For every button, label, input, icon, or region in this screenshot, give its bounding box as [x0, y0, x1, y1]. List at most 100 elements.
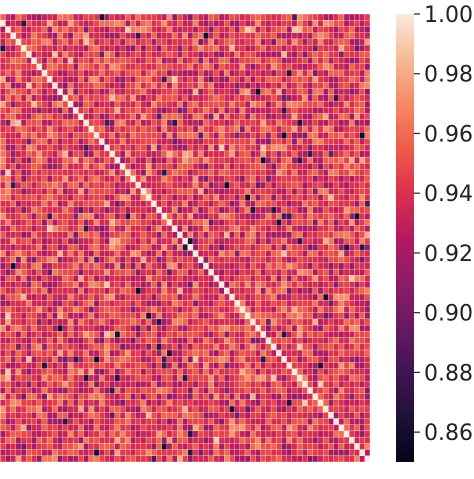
heatmap-cell — [105, 126, 110, 132]
heatmap-cell — [245, 76, 250, 82]
heatmap-cell — [136, 282, 141, 288]
heatmap-cell — [209, 363, 214, 369]
heatmap-cell — [360, 375, 365, 381]
heatmap-cell — [204, 157, 209, 163]
heatmap-cell — [99, 356, 104, 362]
heatmap-cell — [339, 431, 344, 437]
heatmap-cell — [209, 213, 214, 219]
heatmap-cell — [297, 170, 302, 176]
heatmap-cell — [162, 64, 167, 70]
heatmap-cell — [323, 344, 328, 350]
heatmap-cell — [224, 188, 229, 194]
heatmap-cell — [105, 300, 110, 306]
heatmap-cell — [323, 431, 328, 437]
heatmap-cell — [250, 363, 255, 369]
heatmap-cell — [287, 20, 292, 26]
heatmap-cell — [250, 400, 255, 406]
heatmap-cell — [292, 319, 297, 325]
heatmap-cell — [26, 269, 31, 275]
heatmap-cell — [344, 52, 349, 58]
heatmap-cell — [256, 381, 261, 387]
heatmap-cell — [79, 145, 84, 151]
heatmap-cell — [151, 425, 156, 431]
heatmap-cell — [339, 114, 344, 120]
heatmap-cell — [198, 425, 203, 431]
heatmap-cell — [256, 39, 261, 45]
heatmap-cell — [219, 363, 224, 369]
heatmap-cell — [52, 307, 57, 313]
heatmap-cell — [256, 263, 261, 269]
heatmap-cell — [63, 412, 68, 418]
heatmap-cell — [224, 207, 229, 213]
heatmap-cell — [349, 388, 354, 394]
heatmap-cell — [256, 120, 261, 126]
heatmap-cell — [131, 388, 136, 394]
heatmap-cell — [172, 20, 177, 26]
heatmap-cell — [37, 120, 42, 126]
heatmap-cell — [188, 425, 193, 431]
heatmap-cell — [240, 33, 245, 39]
heatmap-cell — [110, 238, 115, 244]
heatmap-cell — [32, 313, 37, 319]
heatmap-cell — [188, 83, 193, 89]
heatmap-cell — [235, 226, 240, 232]
heatmap-cell — [146, 437, 151, 443]
heatmap-cell — [6, 394, 11, 400]
heatmap-cell — [146, 263, 151, 269]
heatmap-cell — [334, 394, 339, 400]
heatmap-cell — [313, 83, 318, 89]
heatmap-cell — [365, 263, 370, 269]
heatmap-cell — [365, 251, 370, 257]
heatmap-cell — [235, 95, 240, 101]
heatmap-cell — [308, 394, 313, 400]
heatmap-cell — [287, 294, 292, 300]
heatmap-cell — [11, 350, 16, 356]
heatmap-cell — [146, 344, 151, 350]
heatmap-cell — [313, 388, 318, 394]
heatmap-cell — [198, 139, 203, 145]
heatmap-cell — [349, 344, 354, 350]
heatmap-cell — [323, 350, 328, 356]
heatmap-cell — [193, 226, 198, 232]
heatmap-cell — [329, 20, 334, 26]
heatmap-cell — [323, 244, 328, 250]
heatmap-cell — [99, 14, 104, 20]
heatmap-cell — [37, 294, 42, 300]
heatmap-cell — [172, 425, 177, 431]
heatmap-cell — [235, 70, 240, 76]
heatmap-cell — [235, 170, 240, 176]
heatmap-cell — [172, 363, 177, 369]
heatmap-cell — [339, 170, 344, 176]
heatmap-cell — [157, 33, 162, 39]
heatmap-cell — [115, 145, 120, 151]
heatmap-cell — [99, 319, 104, 325]
heatmap-cell — [360, 145, 365, 151]
heatmap-cell — [99, 238, 104, 244]
heatmap-cell — [84, 319, 89, 325]
heatmap-cell — [193, 251, 198, 257]
heatmap-cell — [151, 207, 156, 213]
heatmap-cell — [21, 350, 26, 356]
heatmap-cell — [79, 132, 84, 138]
heatmap-cell — [339, 108, 344, 114]
heatmap-cell — [250, 39, 255, 45]
heatmap-cell — [21, 151, 26, 157]
heatmap-cell — [11, 164, 16, 170]
heatmap-cell — [115, 70, 120, 76]
heatmap-cell — [230, 95, 235, 101]
heatmap-cell — [250, 126, 255, 132]
heatmap-cell — [21, 95, 26, 101]
heatmap-cell — [131, 232, 136, 238]
heatmap-cell — [177, 375, 182, 381]
heatmap-cell — [32, 157, 37, 163]
heatmap-cell — [240, 213, 245, 219]
heatmap-cell — [193, 319, 198, 325]
heatmap-cell — [193, 425, 198, 431]
heatmap-cell — [52, 257, 57, 263]
heatmap-cell — [318, 76, 323, 82]
heatmap-cell — [172, 232, 177, 238]
heatmap-cell — [224, 20, 229, 26]
heatmap-cell — [177, 188, 182, 194]
heatmap-cell — [84, 83, 89, 89]
heatmap-cell — [188, 89, 193, 95]
